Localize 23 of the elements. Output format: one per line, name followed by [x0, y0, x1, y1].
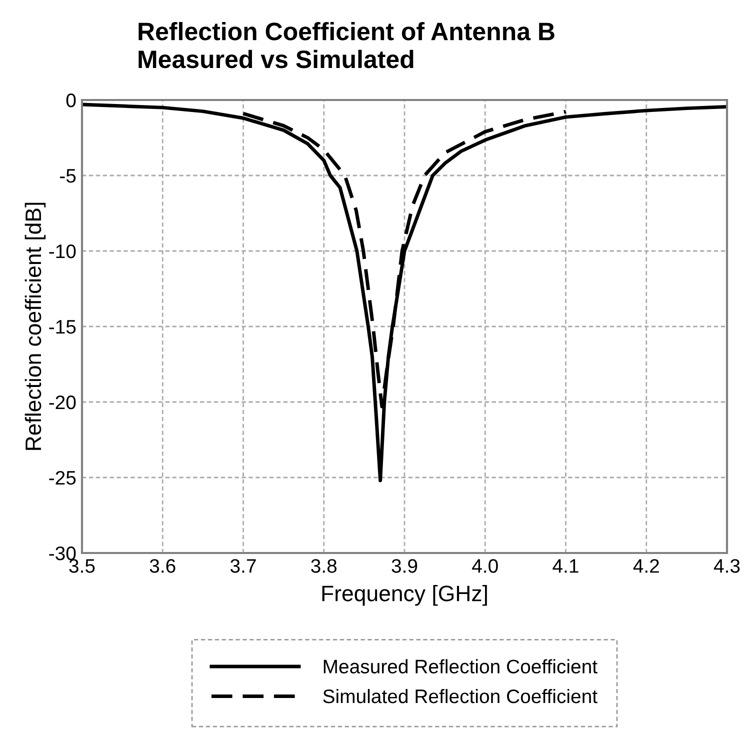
x-tick-label: 4.0: [472, 559, 498, 573]
x-tick-label: 4.3: [714, 559, 740, 573]
x-tick-label: 3.7: [230, 559, 256, 573]
x-tick-label: 3.8: [311, 559, 337, 573]
x-tick-label: 4.2: [633, 559, 659, 573]
y-tick-label: -5: [60, 169, 76, 183]
legend-label: Simulated Reflection Coefficient: [323, 688, 598, 704]
line-series: [242, 110, 568, 408]
x-tick-label: 4.1: [552, 559, 578, 573]
y-tick-label: -15: [49, 320, 76, 334]
legend-label: Measured Reflection Coefficient: [324, 659, 598, 674]
y-tick-label: 0: [66, 93, 76, 108]
y-axis-title: Reflection coefficient [dB]: [24, 202, 46, 450]
x-axis-title: Frequency [GHz]: [322, 585, 487, 606]
y-tick-label: -30: [49, 546, 76, 560]
y-tick-label: -20: [49, 395, 76, 410]
x-tick-label: 3.6: [150, 559, 176, 573]
x-tick-label: 3.9: [392, 559, 418, 573]
line-series: [82, 102, 727, 482]
y-tick-label: -10: [49, 244, 76, 258]
chart-title: Reflection Coefficient of Antenna B Measured vs Simulated: [138, 22, 554, 68]
x-tick-label: 3.5: [69, 559, 95, 573]
y-tick-label: -25: [49, 470, 76, 485]
